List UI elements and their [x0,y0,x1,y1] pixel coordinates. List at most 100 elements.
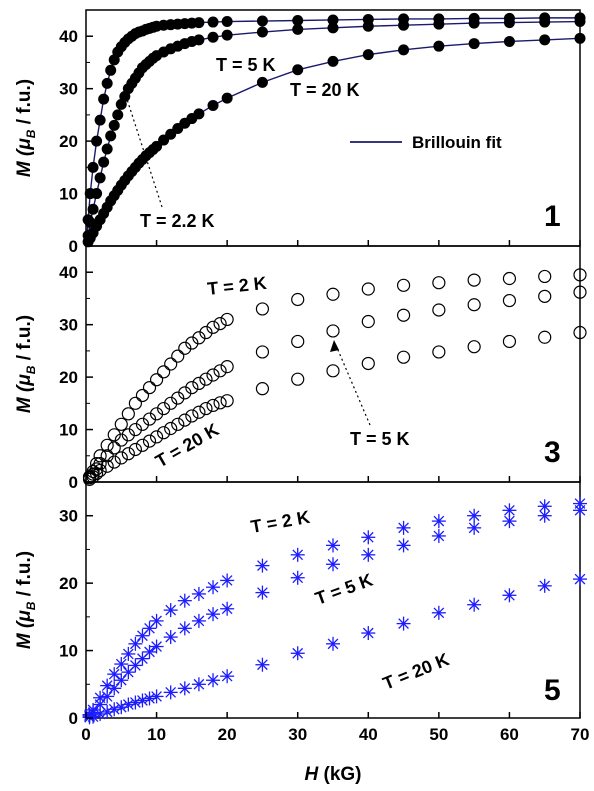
data-point [100,438,114,452]
arrow-t22k-line [123,89,163,208]
data-point [221,29,233,41]
data-point [114,417,128,431]
data-point [121,428,135,442]
data-point [121,407,135,421]
data-point [171,349,185,363]
data-point [291,292,305,307]
data-point [326,557,340,572]
y-tick-label: 10 [59,642,78,661]
data-point [362,20,374,32]
data-point [128,442,142,457]
data-point [574,32,586,44]
data-point [396,308,411,322]
panel-1-y-ticks: 0 10 20 30 40 [59,27,93,256]
data-point [128,396,142,410]
data-point [433,18,445,30]
panel-5-y-ticks: 0 10 20 30 [59,507,93,728]
panel-5-data-points [82,496,587,725]
data-point [326,636,340,651]
data-point [502,334,517,349]
data-point [467,520,482,535]
data-point [326,364,340,378]
data-point [206,368,220,382]
y-tick-label: 20 [59,132,78,151]
data-point [206,320,220,334]
data-point [291,334,305,349]
data-point [220,601,235,616]
data-point [185,381,199,395]
x-tick-label: 30 [288,725,307,744]
annotation-t20k-panel5: T = 20 K [380,649,452,694]
data-point [539,16,551,28]
data-point [105,130,117,142]
arrow-t5k-line [334,342,371,426]
data-point [128,422,142,437]
data-point [157,365,171,379]
data-point [220,669,235,684]
panel-1-data-points [82,12,586,248]
data-point [361,314,375,329]
x-tick-label: 20 [218,725,237,744]
data-point [108,119,120,131]
data-point [178,341,192,355]
data-point [326,287,340,301]
data-point [107,455,121,469]
data-point [142,644,157,659]
data-point [213,396,227,410]
data-point [326,324,340,338]
annotation-t20k-panel1: T = 20 K [290,80,360,100]
data-point [164,357,178,371]
data-point [220,312,234,327]
data-point [157,426,171,440]
data-point [135,417,150,431]
data-point [255,585,270,600]
data-point [431,514,446,529]
data-point [291,372,305,386]
panel-id-3: 3 [544,436,561,469]
data-point [292,23,304,35]
data-point [177,621,192,636]
data-point [93,463,107,478]
data-point [177,681,192,696]
data-point [573,503,587,518]
data-point [157,401,171,416]
data-point [171,417,185,431]
data-point [149,430,164,444]
data-point [396,350,411,364]
annotation-t5k-panel3: T = 5 K [350,429,410,449]
data-point [163,685,178,700]
x-tick-label: 40 [359,725,378,744]
data-point [142,434,157,448]
data-point [101,143,113,155]
data-point [164,421,178,436]
panel-5-y-axis-label: M (μB / f.u.) [14,551,38,649]
x-tick-label: 70 [571,725,590,744]
data-point [326,538,340,553]
panel-5-frame [85,481,581,719]
data-point [431,605,446,620]
data-point [91,188,103,200]
data-point [361,282,375,296]
annotation-t22k-panel1: T = 2.2 K [140,211,215,231]
data-point [256,76,268,88]
data-point [432,345,446,359]
data-point [178,386,192,400]
data-point [149,407,164,421]
data-point [396,520,411,535]
data-point [361,626,376,641]
data-point [502,514,517,529]
data-point [121,447,135,461]
data-point [192,331,206,345]
data-point [114,451,128,465]
data-point [112,109,124,121]
data-point [221,16,233,28]
data-point [121,665,136,680]
data-point [256,26,268,38]
data-point [396,278,411,292]
data-point [537,508,552,523]
data-point [327,14,339,26]
data-point [255,558,270,573]
data-point [538,269,552,284]
data-point [91,135,103,147]
